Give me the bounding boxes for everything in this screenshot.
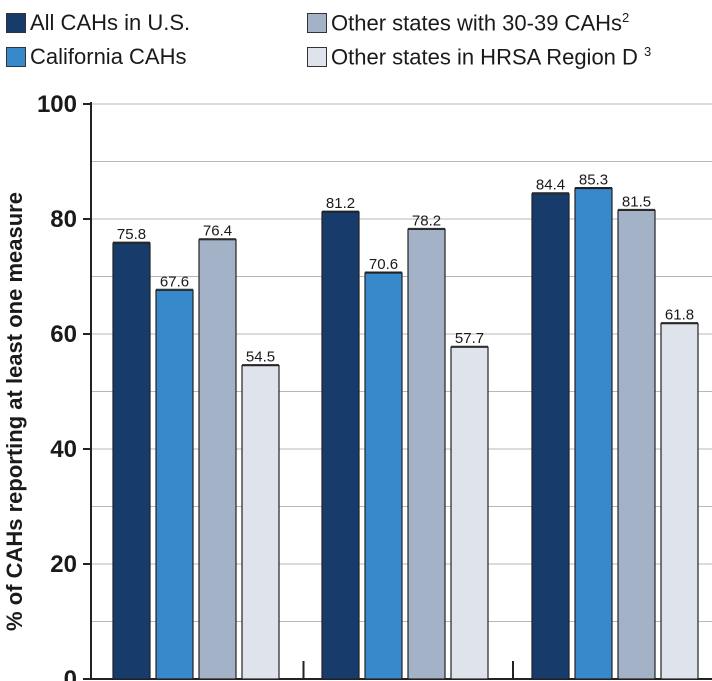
legend-item-30-39: Other states with 30-39 CAHs2 <box>307 10 629 36</box>
legend-label-california: California CAHs <box>30 44 187 69</box>
y-tick-label: 100 <box>37 91 77 118</box>
bar-value-label: 67.6 <box>160 273 189 290</box>
bar-value-label: 81.2 <box>326 195 355 212</box>
bar <box>155 289 194 680</box>
y-tick-label: 0 <box>64 666 77 681</box>
bar <box>241 365 280 680</box>
y-tick-label: 20 <box>50 551 77 578</box>
legend-swatch-all-cahs <box>6 13 26 33</box>
bar-value-label: 85.3 <box>579 172 608 189</box>
bar <box>112 242 151 680</box>
legend-swatch-california <box>6 47 26 67</box>
bar-value-label: 61.8 <box>665 307 694 324</box>
bar <box>198 239 237 680</box>
legend-label-all-cahs: All CAHs in U.S. <box>30 10 191 35</box>
bar-value-label: 70.6 <box>369 256 398 273</box>
legend-item-all-cahs: All CAHs in U.S. <box>6 10 190 36</box>
y-tick-label: 60 <box>50 321 77 348</box>
bar <box>574 187 613 680</box>
bar <box>450 346 489 680</box>
bar-value-label: 76.4 <box>203 223 232 240</box>
bar-value-label: 78.2 <box>412 212 441 229</box>
bar-value-label: 75.8 <box>117 226 146 243</box>
y-tick-label: 40 <box>50 436 77 463</box>
bar-value-label: 81.5 <box>622 193 651 210</box>
legend-swatch-region-d <box>307 47 327 68</box>
legend-item-region-d: Other states in HRSA Region D 3 <box>307 44 651 70</box>
bar <box>321 211 360 680</box>
legend-item-california: California CAHs <box>6 44 187 70</box>
legend-swatch-30-39 <box>307 13 327 34</box>
legend-label-region-d: Other states in HRSA Region D 3 <box>331 44 652 70</box>
y-axis-label: % of CAHs reporting at least one measure <box>2 192 27 631</box>
legend-label-30-39: Other states with 30-39 CAHs2 <box>331 10 630 36</box>
bar-value-label: 57.7 <box>455 330 484 347</box>
bar <box>407 228 446 680</box>
bar <box>531 193 570 680</box>
bar-value-label: 54.5 <box>246 349 275 366</box>
y-tick-label: 80 <box>50 206 77 233</box>
bar <box>617 209 656 680</box>
bar-value-label: 84.4 <box>536 177 565 194</box>
bar <box>364 272 403 680</box>
bar <box>660 323 699 680</box>
